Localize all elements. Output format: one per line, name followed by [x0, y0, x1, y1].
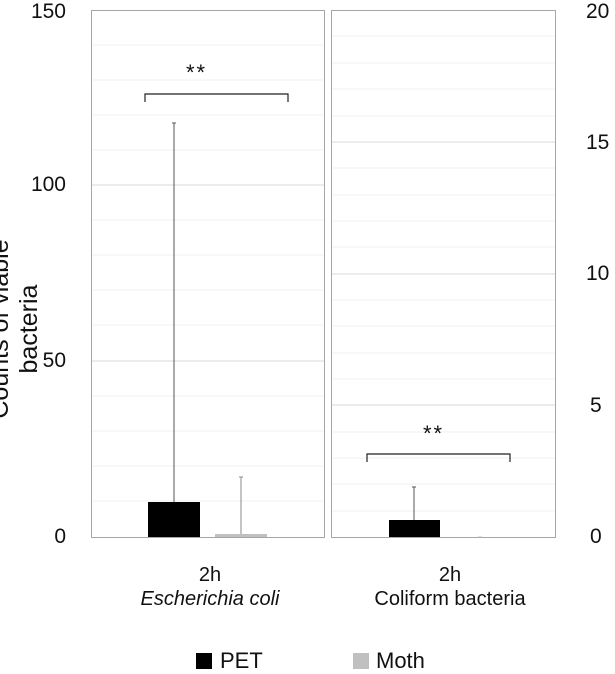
right-major-grid — [332, 141, 555, 406]
right-tick-0: 0 — [590, 525, 602, 548]
right-tick-20: 20 — [586, 0, 610, 23]
legend-pet-label: PET — [220, 648, 263, 673]
right-plot-frame — [331, 10, 556, 538]
left-x-label-time: 2h — [198, 564, 222, 586]
left-tick-50: 50 — [42, 349, 66, 372]
left-major-grid — [92, 184, 324, 362]
legend-moth-swatch — [353, 653, 369, 669]
right-tick-15: 15 — [586, 131, 610, 154]
left-tick-0: 0 — [54, 525, 66, 548]
right-tick-10: 10 — [586, 262, 610, 285]
left-minor-grid — [92, 44, 324, 502]
right-tick-5: 5 — [590, 394, 602, 417]
left-x-label-species: Escherichia coli — [140, 588, 280, 610]
right-significance-label: ** — [423, 421, 445, 446]
left-significance-bracket — [144, 93, 289, 102]
y-axis-title: Counts of viable bacteria — [0, 239, 43, 419]
right-x-label-species: Coliform bacteria — [374, 588, 526, 610]
legend-moth-label: Moth — [376, 648, 425, 673]
bar-right-pet — [389, 520, 440, 537]
right-significance-bracket — [366, 453, 511, 462]
right-x-label-time: 2h — [438, 564, 462, 586]
left-significance-label: ** — [186, 60, 208, 85]
left-plot-frame — [91, 10, 325, 538]
right-minor-grid — [332, 35, 555, 512]
legend-pet-swatch — [196, 653, 212, 669]
left-tick-150: 150 — [30, 0, 66, 23]
bar-left-moth — [215, 534, 267, 537]
bar-left-pet — [148, 502, 200, 537]
left-tick-100: 100 — [30, 173, 66, 196]
